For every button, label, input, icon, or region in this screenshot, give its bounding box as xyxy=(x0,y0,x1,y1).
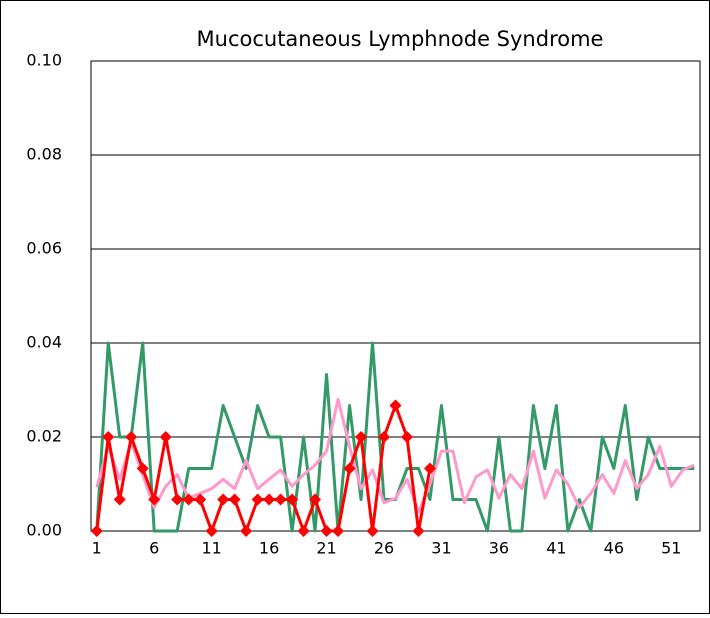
x-tick-label: 16 xyxy=(259,539,279,558)
data-point xyxy=(423,462,436,475)
data-point xyxy=(90,525,103,537)
data-point xyxy=(171,493,184,506)
y-tick-label: 0.08 xyxy=(26,145,62,164)
data-point xyxy=(102,431,115,443)
data-point xyxy=(194,493,207,506)
y-tick-label: 0.04 xyxy=(26,333,62,352)
data-point xyxy=(297,525,310,537)
y-tick-label: 0.06 xyxy=(26,239,62,258)
series-line xyxy=(95,397,695,514)
data-point xyxy=(159,431,172,443)
x-tick-label: 51 xyxy=(661,539,681,558)
data-point xyxy=(125,431,138,443)
data-point xyxy=(389,399,402,412)
data-point xyxy=(332,525,345,537)
y-tick-label: 0.02 xyxy=(26,427,62,446)
x-tick-label: 11 xyxy=(201,539,221,558)
data-point xyxy=(205,525,218,537)
x-tick-label: 41 xyxy=(546,539,566,558)
y-tick-label: 0.00 xyxy=(26,521,62,540)
chart-title: Mucocutaneous Lymphnode Syndrome xyxy=(197,27,604,51)
data-point xyxy=(400,431,413,443)
data-point xyxy=(378,431,391,443)
data-point xyxy=(228,493,241,506)
data-point xyxy=(412,525,425,537)
data-point xyxy=(274,493,287,506)
data-point xyxy=(366,525,379,537)
data-point xyxy=(263,493,276,506)
x-tick-label: 1 xyxy=(92,539,102,558)
data-point xyxy=(251,493,264,506)
x-tick-label: 31 xyxy=(431,539,451,558)
data-point xyxy=(286,493,299,506)
x-tick-label: 36 xyxy=(489,539,509,558)
x-tick-label: 6 xyxy=(149,539,159,558)
data-point xyxy=(240,525,253,537)
x-tick-label: 26 xyxy=(374,539,394,558)
data-point xyxy=(217,493,230,506)
y-tick-label: 0.10 xyxy=(26,51,62,70)
data-point xyxy=(148,493,161,506)
data-point xyxy=(320,525,333,537)
data-point xyxy=(343,462,356,475)
data-point xyxy=(136,462,149,475)
data-point xyxy=(113,493,126,506)
x-tick-label: 46 xyxy=(604,539,624,558)
data-point xyxy=(309,493,322,506)
data-point xyxy=(355,431,368,443)
x-tick-label: 21 xyxy=(316,539,336,558)
data-point xyxy=(182,493,195,506)
